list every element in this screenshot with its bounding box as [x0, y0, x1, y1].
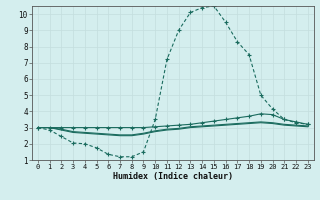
X-axis label: Humidex (Indice chaleur): Humidex (Indice chaleur): [113, 172, 233, 181]
